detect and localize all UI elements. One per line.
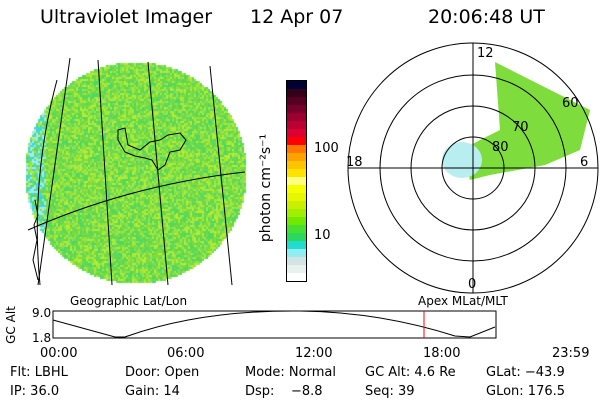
colorbar-swatch (287, 209, 306, 217)
info-glon: GLon: 176.5 (486, 384, 565, 399)
mlt-label-12: 12 (477, 46, 494, 61)
info-glat: GLat: −43.9 (486, 365, 565, 380)
left-panel-label: Geographic Lat/Lon (70, 294, 187, 308)
info-ip: IP: 36.0 (10, 384, 59, 399)
colorbar-swatch (287, 121, 306, 129)
x-tick-1800: 18:00 (423, 346, 460, 361)
colorbar-swatch (287, 185, 306, 193)
colorbar-swatch (287, 81, 306, 89)
x-tick-0600: 06:00 (167, 346, 204, 361)
colorbar-swatch (287, 265, 306, 273)
info-gain: Gain: 14 (125, 384, 180, 399)
colorbar-swatch (287, 233, 306, 241)
info-mode: Mode: Normal (245, 365, 336, 380)
colorbar-swatch (287, 153, 306, 161)
colorbar-swatch (287, 89, 306, 97)
colorbar-swatch (287, 225, 306, 233)
colorbar-swatch (287, 249, 306, 257)
colorbar-swatch (287, 177, 306, 185)
altitude-ylabel: GC Alt (4, 306, 18, 344)
info-dsp: Dsp: −8.8 (245, 384, 323, 399)
colorbar-swatch (287, 161, 306, 169)
colorbar-tick-10: 10 (314, 228, 331, 243)
colorbar-swatch (287, 257, 306, 265)
info-door: Door: Open (125, 365, 199, 380)
colorbar-swatch (287, 193, 306, 201)
colorbar-swatch (287, 241, 306, 249)
colorbar-swatch (287, 217, 306, 225)
lat-label-70: 70 (512, 120, 529, 135)
colorbar (286, 80, 307, 282)
colorbar-swatch (287, 201, 306, 209)
altitude-ymin: 1.8 (32, 331, 51, 345)
colorbar-swatch (287, 169, 306, 177)
lat-label-60: 60 (562, 96, 579, 111)
mlt-label-18: 18 (346, 155, 363, 170)
right-panel-label: Apex MLat/MLT (418, 294, 508, 308)
info-filter: Flt: LBHL (10, 365, 68, 380)
colorbar-swatch (287, 137, 306, 145)
altitude-frame (53, 311, 496, 338)
time-label: 20:06:48 UT (428, 6, 545, 28)
colorbar-swatch (287, 105, 306, 113)
x-tick-0000: 00:00 (40, 346, 77, 361)
instrument-title: Ultraviolet Imager (40, 6, 212, 28)
colorbar-swatch (287, 273, 306, 281)
x-tick-1200: 12:00 (295, 346, 332, 361)
colorbar-swatch (287, 129, 306, 137)
colorbar-swatch (287, 97, 306, 105)
colorbar-swatch (287, 145, 306, 153)
lat-label-80: 80 (492, 140, 509, 155)
altitude-curve (53, 311, 495, 337)
mlt-label-0: 0 (468, 277, 476, 292)
colorbar-label: photon cm⁻²s⁻¹ (258, 134, 274, 242)
mlt-label-6: 6 (580, 155, 588, 170)
colorbar-swatch (287, 113, 306, 121)
info-gc-alt: GC Alt: 4.6 Re (365, 365, 456, 380)
x-tick-2359: 23:59 (552, 346, 589, 361)
colorbar-tick-100: 100 (314, 141, 339, 156)
info-seq: Seq: 39 (365, 384, 415, 399)
altitude-ymax: 9.0 (32, 306, 51, 320)
date-label: 12 Apr 07 (250, 6, 343, 28)
